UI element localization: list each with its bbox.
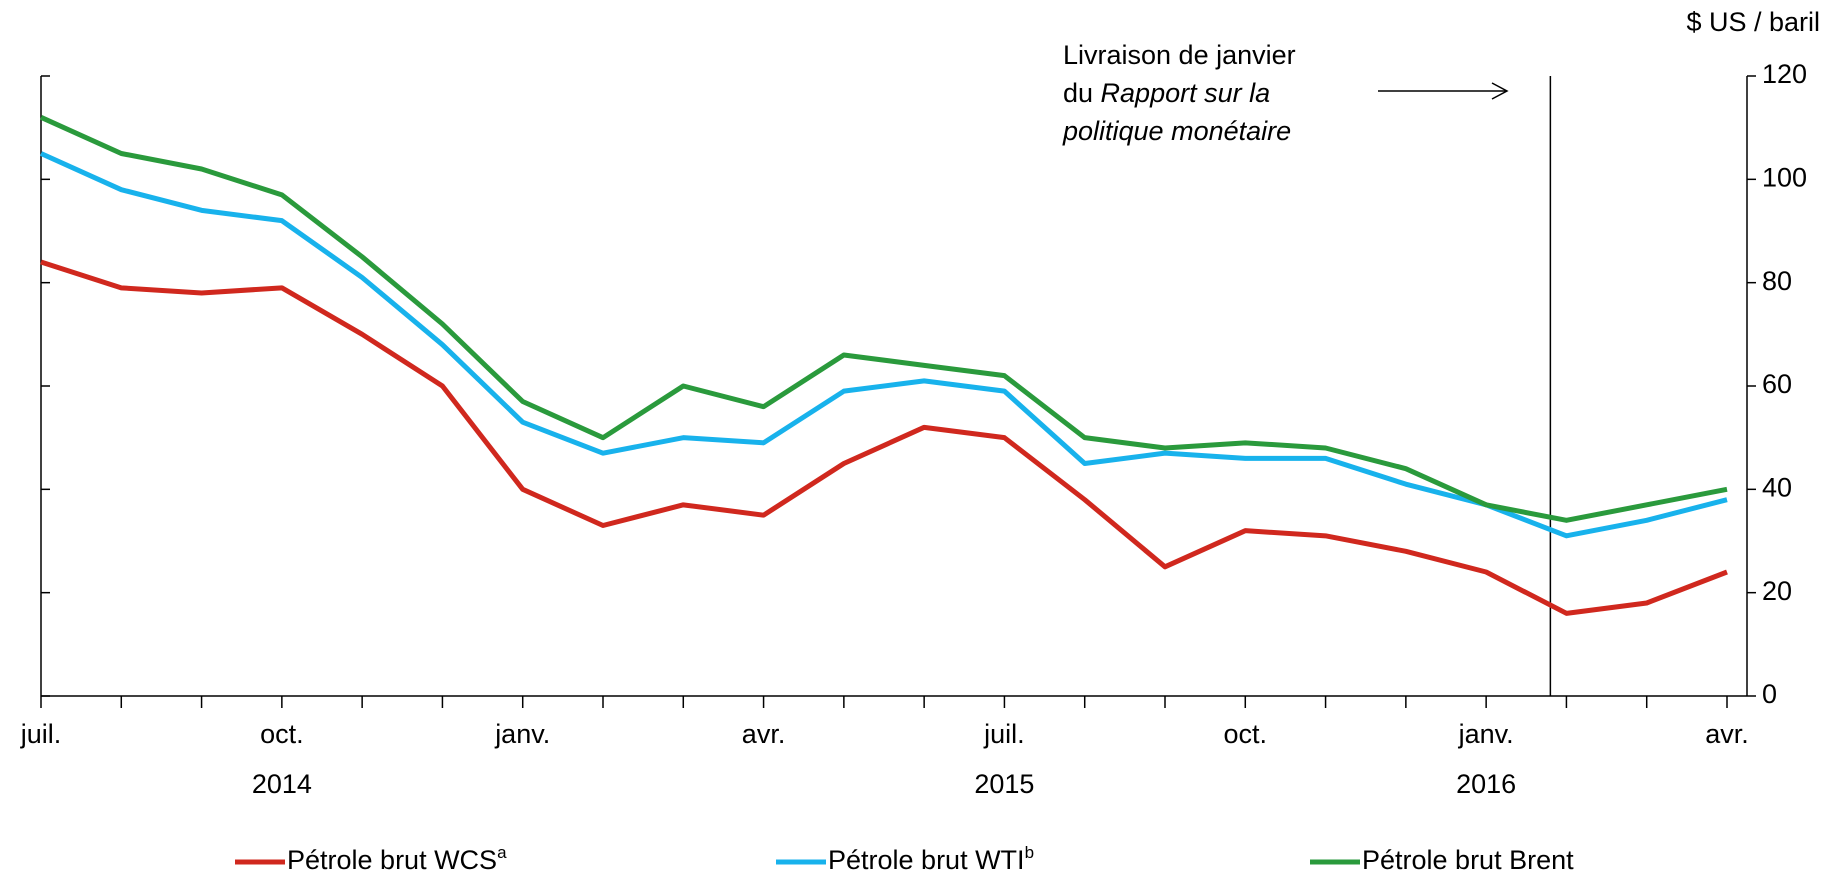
legend-label: Pétrole brut WTIb [828,843,1034,875]
annotation: Livraison de janvier [1063,40,1296,70]
y-tick-label: 120 [1762,59,1807,89]
y-tick-label: 80 [1762,266,1792,296]
x-tick-label: oct. [1224,719,1268,749]
legend-label: Pétrole brut WTI [828,845,1025,875]
legend-note: b [1025,843,1034,862]
x-tick-label: janv. [494,719,550,749]
annotation: du [1063,78,1101,108]
year-label: 2015 [974,769,1034,799]
x-tick-label: avr. [1705,719,1749,749]
x-tick-label: juil. [20,719,62,749]
legend-label: Pétrole brut WCS [287,845,497,875]
y-tick-label: 20 [1762,576,1792,606]
annotation: du Rapport sur la [1063,78,1270,108]
x-tick-label: avr. [742,719,786,749]
year-label: 2014 [252,769,312,799]
y-tick-label: 0 [1762,679,1777,709]
legend-label: Pétrole brut Brent [1362,845,1574,875]
legend-label: Pétrole brut WCSa [287,843,507,875]
x-tick-label: juil. [983,719,1025,749]
y-tick-label: 60 [1762,369,1792,399]
legend-note: a [497,843,507,862]
annotation: Rapport sur la [1101,78,1271,108]
series-line [40,259,1728,616]
legend-label: Pétrole brut Brent [1362,845,1574,875]
year-label: 2016 [1456,769,1516,799]
series-line [39,151,1728,539]
y-tick-label: 40 [1762,472,1792,502]
annotation-arrow [1491,82,1509,100]
y-tick-label: 100 [1762,162,1807,192]
annotation: politique monétaire [1062,116,1291,146]
x-tick-label: oct. [260,719,304,749]
y-axis-label: $ US / baril [1686,7,1820,37]
x-tick-label: janv. [1458,719,1514,749]
series-line [39,115,1728,523]
